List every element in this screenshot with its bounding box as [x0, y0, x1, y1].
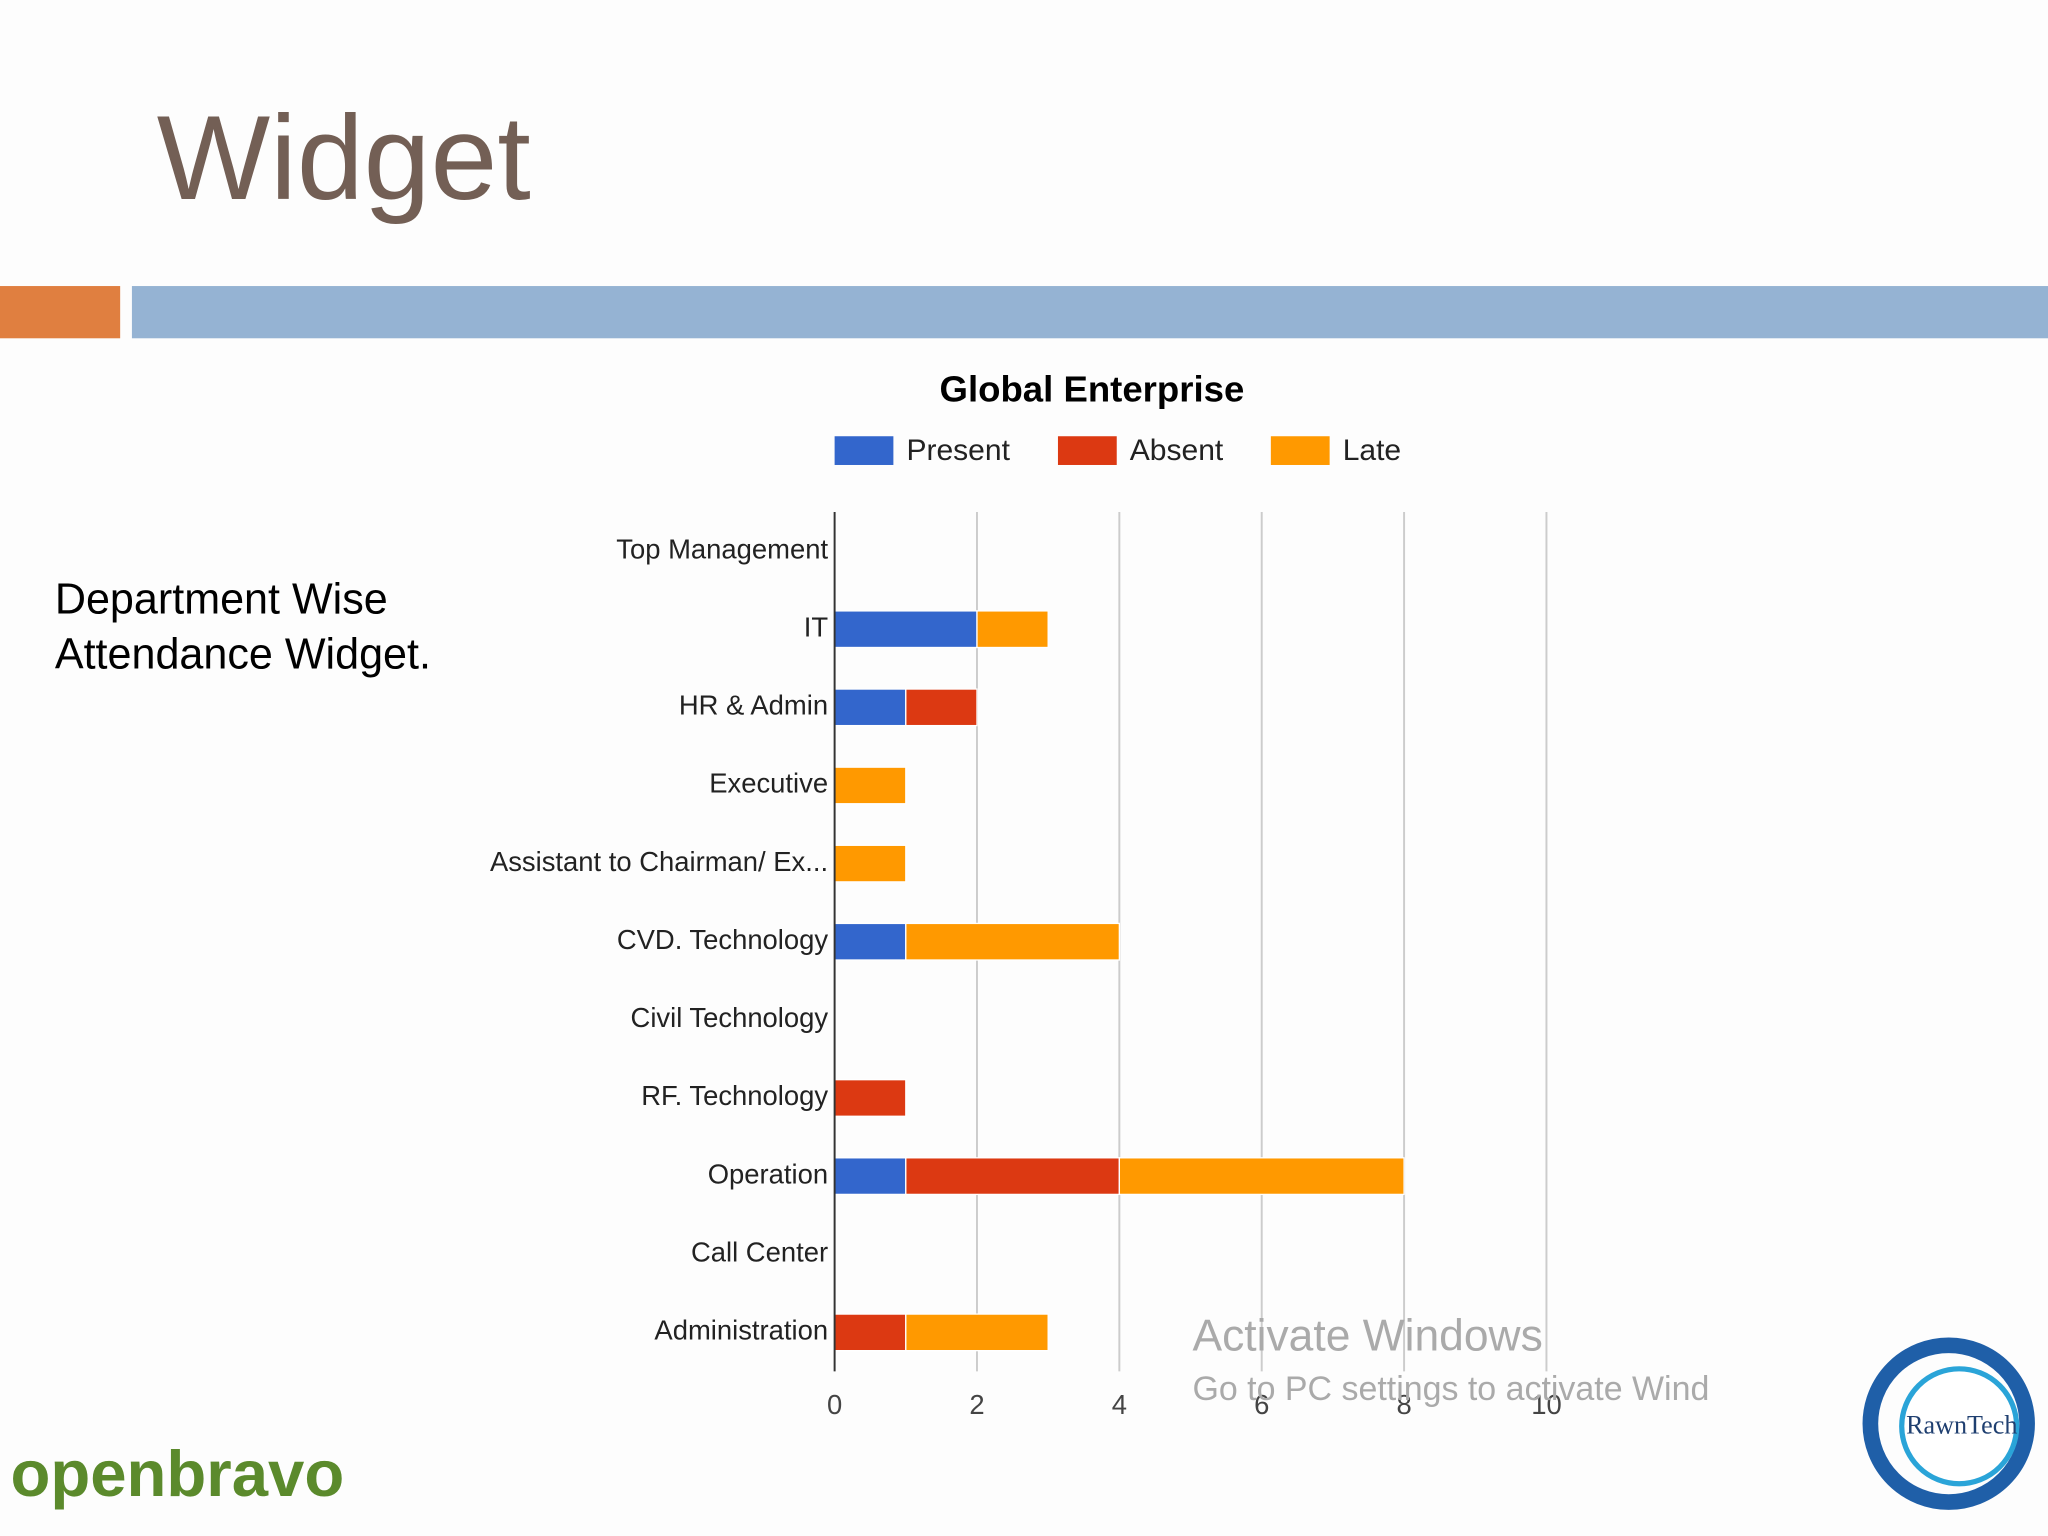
rawntech-logo — [1899, 1366, 2020, 1487]
x-tick-label: 2 — [969, 1389, 984, 1420]
description: Department Wise — [55, 576, 388, 624]
x-tick-label: 4 — [1112, 1389, 1127, 1420]
slide-title: Widget — [157, 91, 531, 225]
y-tick-label: CVD. Technology — [617, 924, 829, 955]
bar — [833, 766, 907, 805]
chart-title: Global Enterprise — [940, 368, 1245, 409]
x-tick-label: 6 — [1254, 1389, 1269, 1420]
bar — [905, 922, 1120, 961]
bar — [833, 844, 907, 883]
y-tick-label: Civil Technology — [631, 1002, 829, 1033]
bar — [976, 610, 1049, 649]
y-tick-label: Assistant to Chairman/ Ex... — [490, 846, 828, 877]
y-tick-label: Call Center — [691, 1236, 828, 1267]
rawntech-logo-text: RawnTech — [1906, 1411, 2017, 1440]
description: Attendance Widget. — [55, 630, 431, 678]
y-tick-label: Top Management — [616, 533, 828, 564]
x-tick-label: 0 — [827, 1389, 842, 1420]
y-tick-label: Operation — [708, 1158, 828, 1189]
bar — [833, 1157, 907, 1196]
y-tick-label: Administration — [654, 1315, 828, 1346]
watermark: Activate Windows — [1192, 1312, 1542, 1361]
legend-swatch — [834, 436, 894, 465]
watermark: Go to PC settings to activate Wind — [1192, 1370, 1709, 1408]
bar — [905, 688, 978, 727]
chart: Present Absent Late 0 2 4 6 8 10 Top Management IT… — [490, 434, 1562, 1420]
y-tick-label: RF. Technology — [641, 1080, 828, 1111]
y-tick-label: HR & Admin — [679, 690, 828, 721]
legend-label: Late — [1343, 434, 1401, 467]
openbravo-logo: openbravo — [10, 1437, 344, 1510]
bar — [833, 610, 978, 649]
legend-swatch — [1270, 436, 1330, 465]
x-tick-label: 8 — [1396, 1389, 1411, 1420]
bar — [833, 688, 907, 727]
legend-label: Absent — [1130, 434, 1224, 467]
header-bar — [131, 286, 2048, 339]
legend-swatch — [1057, 436, 1117, 465]
x-tick-label: 10 — [1531, 1389, 1561, 1420]
bar — [905, 1313, 1049, 1352]
legend-label: Present — [906, 434, 1010, 467]
bar — [905, 1157, 1120, 1196]
accent-bar — [0, 286, 121, 339]
bar — [1118, 1157, 1405, 1196]
y-tick-label: Executive — [709, 768, 828, 799]
bar — [833, 1313, 907, 1352]
y-tick-label: IT — [804, 611, 829, 642]
rawntech-logo — [1862, 1337, 2035, 1510]
bar — [833, 1079, 907, 1117]
bar — [833, 922, 907, 961]
